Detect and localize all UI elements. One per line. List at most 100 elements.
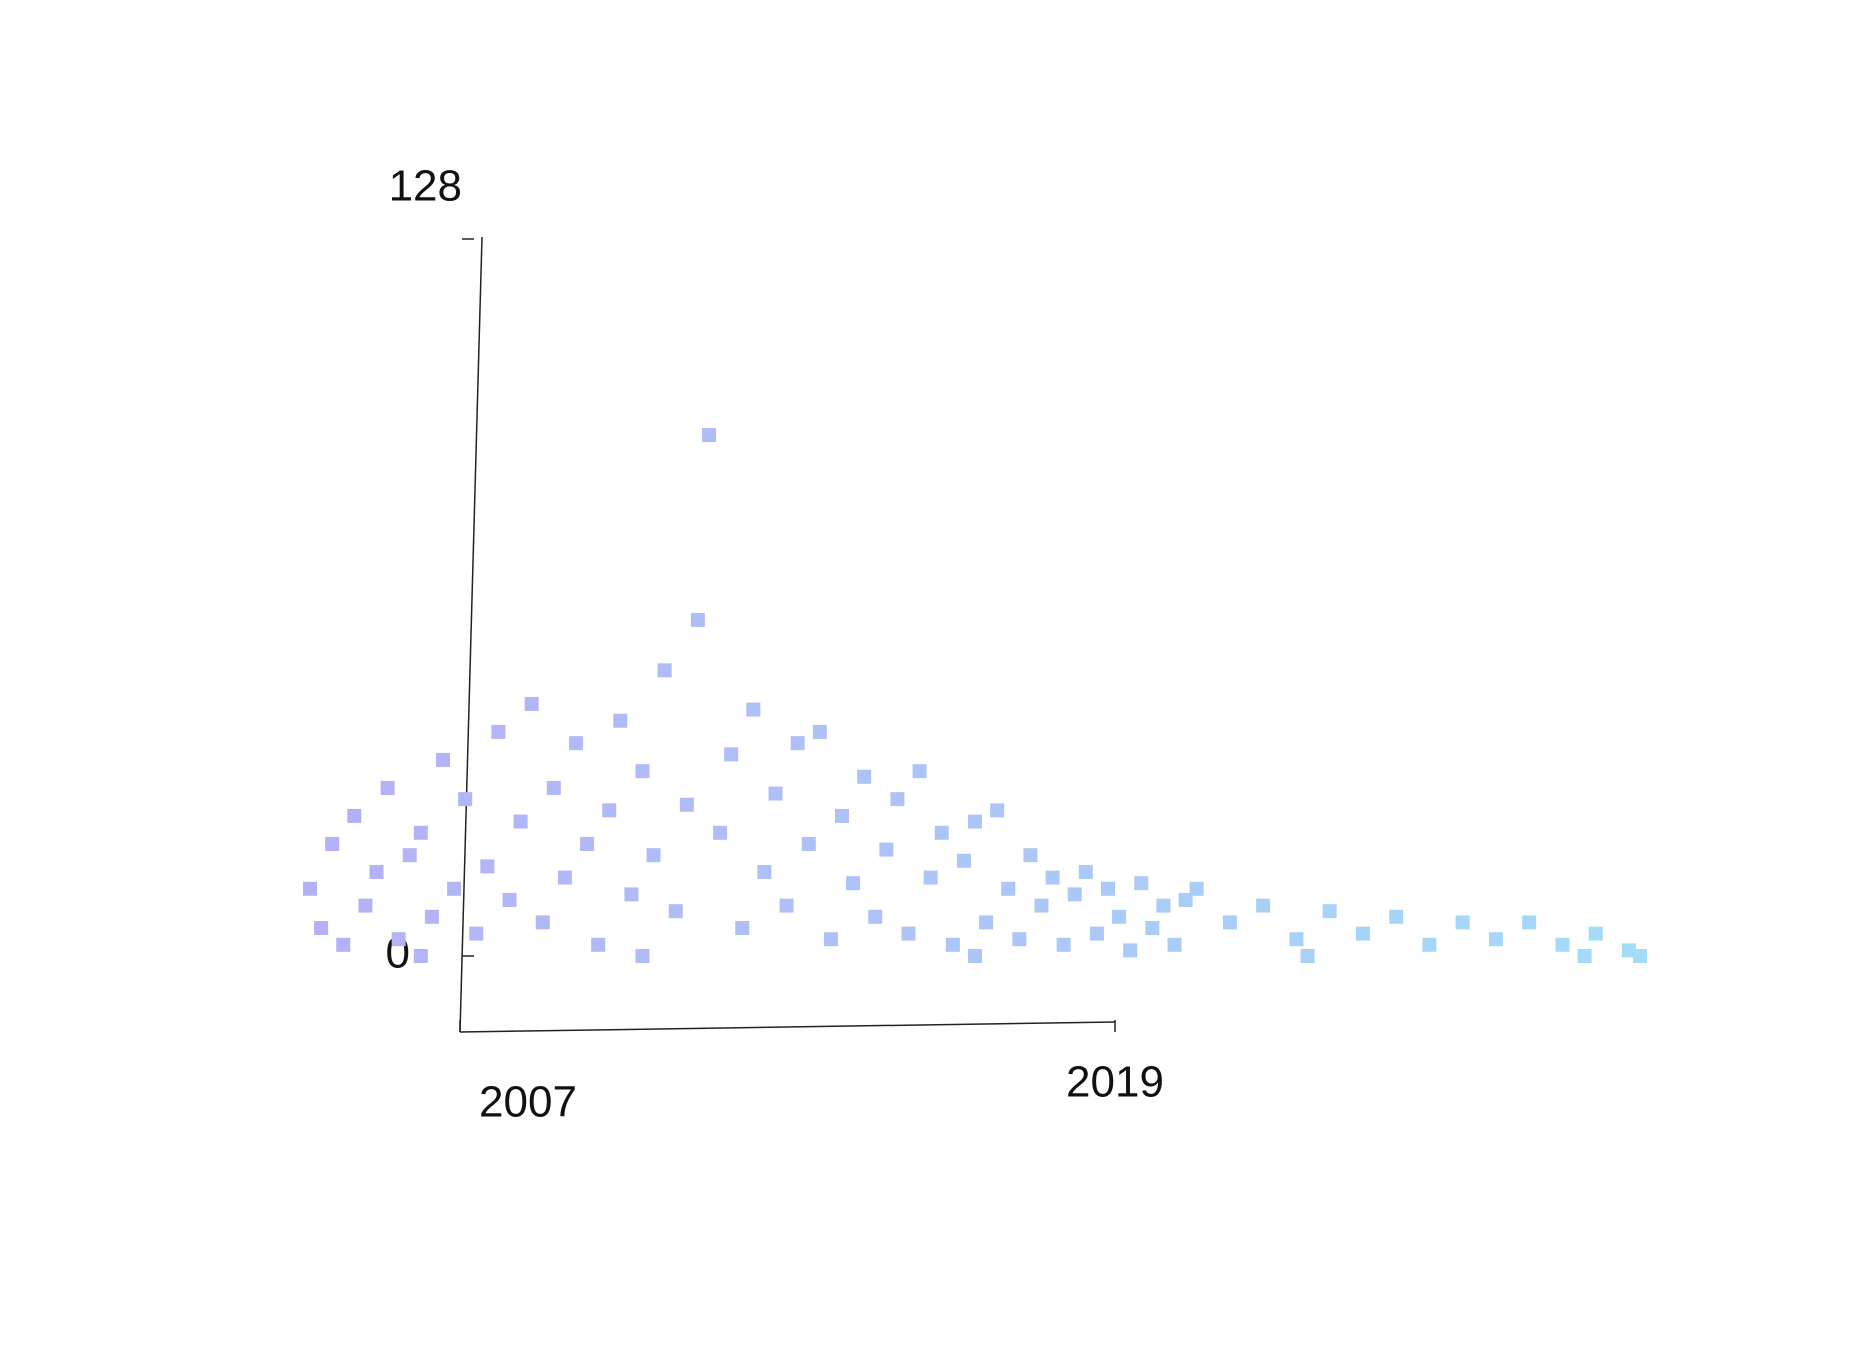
point bbox=[1101, 881, 1115, 896]
point bbox=[1023, 848, 1038, 863]
point bbox=[491, 724, 506, 739]
point bbox=[635, 949, 650, 963]
point bbox=[1112, 909, 1127, 924]
point bbox=[912, 764, 927, 779]
point bbox=[1001, 881, 1016, 896]
point bbox=[790, 736, 805, 751]
point bbox=[1422, 937, 1437, 952]
point bbox=[513, 814, 528, 829]
point bbox=[1577, 949, 1592, 963]
point bbox=[945, 937, 960, 952]
point bbox=[1145, 920, 1160, 935]
point bbox=[1633, 949, 1647, 963]
point bbox=[1522, 915, 1537, 930]
point bbox=[1056, 937, 1071, 952]
point bbox=[768, 786, 783, 801]
point bbox=[1156, 898, 1171, 913]
point bbox=[923, 870, 938, 885]
point bbox=[968, 814, 982, 829]
point bbox=[469, 926, 484, 941]
point bbox=[447, 881, 462, 896]
point bbox=[1089, 926, 1104, 941]
point bbox=[1123, 943, 1138, 958]
point bbox=[413, 949, 428, 963]
point bbox=[1389, 909, 1404, 924]
point bbox=[835, 808, 849, 823]
point bbox=[546, 780, 561, 795]
point bbox=[424, 909, 439, 924]
point bbox=[1256, 898, 1271, 913]
x-tick-label: 2019 bbox=[1066, 1058, 1164, 1107]
point bbox=[1167, 937, 1182, 952]
point bbox=[624, 887, 639, 902]
point bbox=[325, 836, 340, 851]
point bbox=[679, 797, 694, 812]
point bbox=[303, 881, 317, 896]
y-tick-label: 128 bbox=[389, 162, 462, 211]
point bbox=[347, 808, 362, 823]
point bbox=[713, 825, 728, 840]
point bbox=[569, 736, 583, 751]
point bbox=[591, 937, 606, 952]
point bbox=[369, 864, 384, 879]
point bbox=[1300, 949, 1315, 963]
point bbox=[557, 870, 572, 885]
x-axis-line bbox=[459, 1021, 1116, 1033]
point bbox=[690, 612, 705, 627]
point bbox=[580, 836, 595, 851]
point bbox=[1555, 937, 1570, 952]
point bbox=[1455, 915, 1470, 930]
point bbox=[801, 836, 816, 851]
point bbox=[779, 898, 794, 913]
point bbox=[436, 752, 450, 767]
point bbox=[890, 792, 905, 807]
point bbox=[1289, 932, 1304, 947]
point bbox=[702, 428, 716, 443]
point bbox=[336, 937, 351, 952]
point bbox=[1588, 926, 1603, 941]
point bbox=[846, 876, 861, 891]
point bbox=[391, 932, 406, 947]
point bbox=[1134, 876, 1149, 891]
point bbox=[735, 920, 750, 935]
point bbox=[1355, 926, 1370, 941]
point bbox=[1189, 881, 1204, 896]
point bbox=[901, 926, 916, 941]
point bbox=[1078, 864, 1093, 879]
point bbox=[635, 764, 650, 779]
point bbox=[380, 780, 395, 795]
point bbox=[746, 702, 761, 717]
point bbox=[458, 792, 473, 807]
point bbox=[646, 848, 661, 863]
point bbox=[358, 898, 373, 913]
point bbox=[868, 909, 883, 924]
point bbox=[602, 803, 617, 818]
point bbox=[1045, 870, 1060, 885]
x-tick-label: 2007 bbox=[479, 1078, 577, 1127]
point bbox=[879, 842, 894, 857]
point bbox=[314, 920, 329, 935]
point bbox=[724, 747, 739, 762]
point bbox=[857, 769, 872, 784]
point bbox=[1034, 898, 1049, 913]
point bbox=[524, 696, 539, 711]
point bbox=[657, 663, 672, 678]
point bbox=[413, 825, 428, 840]
point bbox=[1067, 887, 1082, 902]
point bbox=[823, 932, 838, 947]
point bbox=[1322, 904, 1337, 919]
point bbox=[979, 915, 994, 930]
point bbox=[990, 803, 1005, 818]
point bbox=[956, 853, 971, 868]
point bbox=[668, 904, 683, 919]
point bbox=[968, 949, 982, 963]
point bbox=[1222, 915, 1237, 930]
point bbox=[757, 864, 772, 879]
point bbox=[613, 713, 628, 728]
point bbox=[934, 825, 949, 840]
point bbox=[502, 892, 517, 907]
point bbox=[535, 915, 550, 930]
point bbox=[812, 724, 827, 739]
